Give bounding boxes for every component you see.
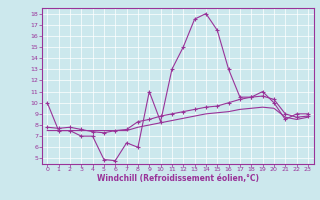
X-axis label: Windchill (Refroidissement éolien,°C): Windchill (Refroidissement éolien,°C) — [97, 174, 259, 183]
